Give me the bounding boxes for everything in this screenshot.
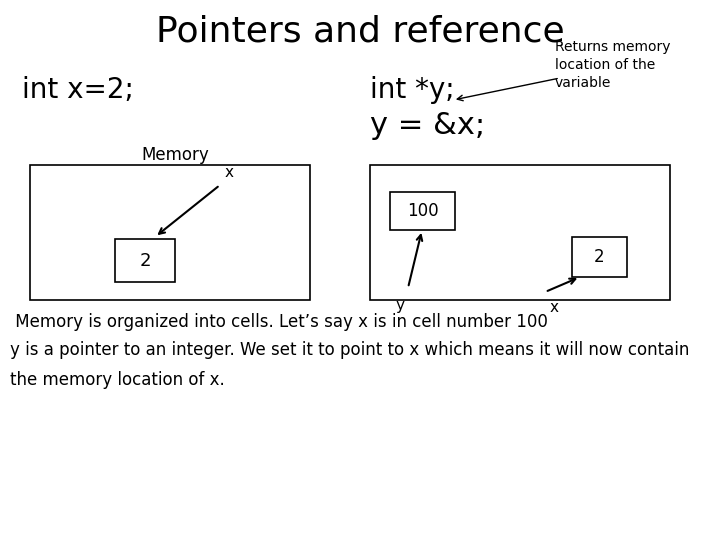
Text: Memory is organized into cells. Let’s say x is in cell number 100: Memory is organized into cells. Let’s sa… <box>10 313 548 331</box>
Text: x: x <box>550 300 559 315</box>
Text: Pointers and reference: Pointers and reference <box>156 15 564 49</box>
Text: y is a pointer to an integer. We set it to point to x which means it will now co: y is a pointer to an integer. We set it … <box>10 341 689 389</box>
Text: 100: 100 <box>407 202 438 220</box>
Bar <box>370 165 670 300</box>
Text: Memory: Memory <box>141 146 209 164</box>
Text: Returns memory
location of the
variable: Returns memory location of the variable <box>555 39 670 90</box>
Text: 2: 2 <box>139 252 150 269</box>
Text: y = &x;: y = &x; <box>370 111 485 139</box>
Text: y: y <box>395 298 405 313</box>
Text: int x=2;: int x=2; <box>22 76 134 104</box>
Text: 2: 2 <box>594 248 605 266</box>
Bar <box>572 237 627 277</box>
Bar <box>115 239 175 282</box>
Bar <box>390 192 455 230</box>
Text: x: x <box>225 165 234 180</box>
Bar <box>30 165 310 300</box>
Text: int *y;: int *y; <box>370 76 454 104</box>
